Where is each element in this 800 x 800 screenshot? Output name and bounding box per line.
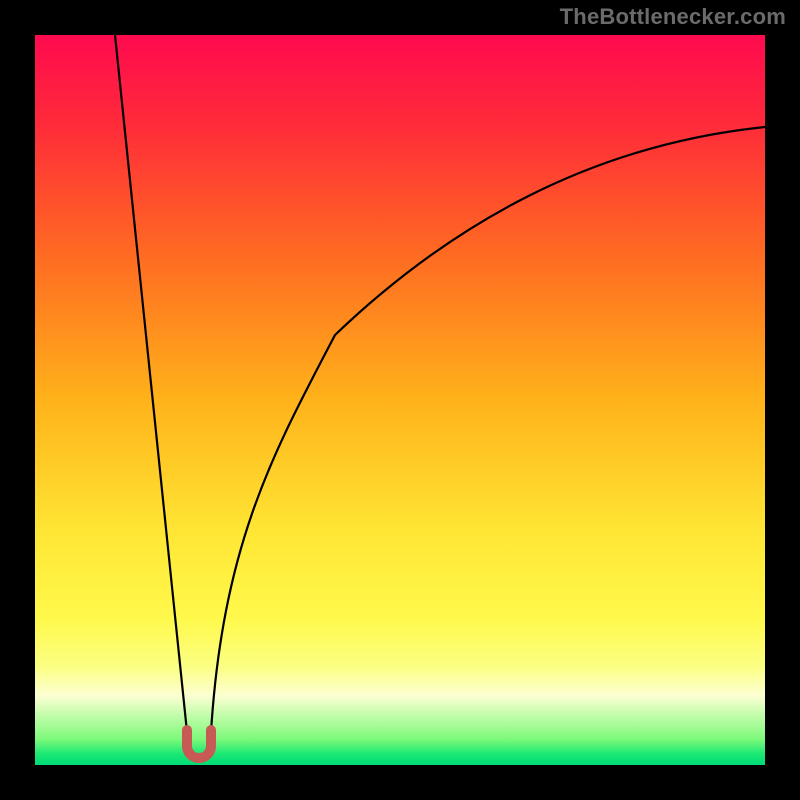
figure-root: TheBottlenecker.com	[0, 0, 800, 800]
watermark-text: TheBottlenecker.com	[560, 4, 786, 30]
plot-area	[35, 35, 765, 765]
chart-svg	[0, 0, 800, 800]
